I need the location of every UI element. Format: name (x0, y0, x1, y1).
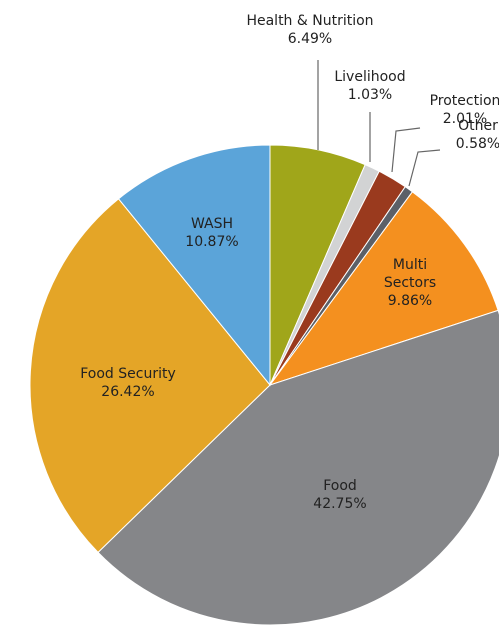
slice-label: Multi Sectors 9.86% (370, 256, 450, 310)
slice-label: Other 0.58% (438, 117, 499, 153)
pie-slice (117, 144, 271, 387)
category-label: Other (458, 118, 498, 134)
category-label: Multi Sectors (383, 257, 437, 291)
leader-line (391, 127, 421, 173)
slice-label-box: Food 42.75% (290, 477, 390, 513)
pie-slice (29, 198, 271, 554)
slice-label-box: WASH 10.87% (162, 215, 262, 251)
value-label: 0.58% (455, 136, 499, 152)
pie-slice (268, 191, 499, 386)
slice-label-box: Food Security 26.42% (58, 365, 198, 401)
pie-slice (97, 309, 499, 626)
value-label: 6.49% (287, 31, 333, 47)
category-label: Food (323, 478, 357, 494)
slice-label-box: Multi Sectors 9.86% (370, 256, 450, 310)
slice-label: Livelihood 1.03% (320, 68, 420, 104)
category-label: Food Security (80, 366, 176, 382)
category-label: WASH (190, 216, 234, 232)
value-label: 42.75% (313, 496, 367, 512)
value-label: 1.03% (347, 87, 393, 103)
value-label: 9.86% (387, 293, 433, 309)
slice-label: Food Security 26.42% (58, 365, 198, 401)
slice-label: Food 42.75% (290, 477, 390, 513)
slice-label: WASH 10.87% (162, 215, 262, 251)
slice-label: Health & Nutrition 6.49% (220, 12, 400, 48)
slice-label: Protection 2.01% (415, 92, 499, 128)
value-label: 2.01% (442, 111, 488, 127)
value-label: 10.87% (185, 234, 239, 250)
category-label: Health & Nutrition (246, 13, 374, 29)
slice-label-box: Livelihood 1.03% (320, 68, 420, 104)
slice-label-box: Health & Nutrition 6.49% (220, 12, 400, 48)
category-label: Livelihood (334, 69, 406, 85)
value-label: 26.42% (101, 384, 155, 400)
slice-label-box: Other 0.58% (438, 117, 499, 153)
leader-line (408, 149, 441, 187)
category-label: Protection (429, 93, 499, 109)
slice-label-box: Protection 2.01% (415, 92, 499, 128)
